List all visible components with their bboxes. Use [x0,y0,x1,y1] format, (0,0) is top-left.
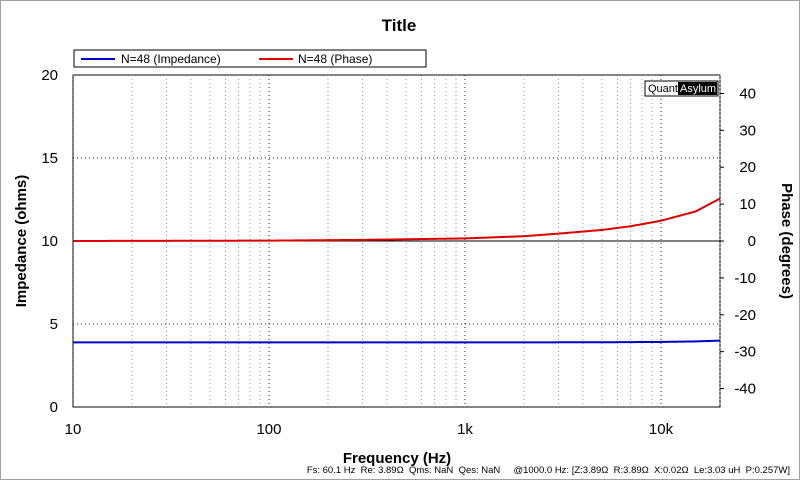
brand-quant: Quant [648,83,678,95]
brand-asylum-bg [678,82,717,95]
y-tick-label: 5 [50,316,58,333]
tick-labels: 10 100 1k 10k 0 5 10 15 20 -40 -30 -20 -10 0 10 20 30 40 [41,67,756,438]
y2-tick-label: 20 [739,159,756,176]
y-tick-label: 20 [41,67,58,84]
y2-tick-label: 0 [748,233,756,250]
y2-tick-label: -10 [734,270,756,287]
y2-tick-label: 10 [739,196,756,213]
y2-tick-label: -30 [734,344,756,361]
impedance-line [73,339,721,344]
legend: N=48 (Impedance) N=48 (Phase) [73,49,427,68]
legend-box [73,49,427,68]
status-bar: Fs: 60.1 Hz Re: 3.89Ω Qms: NaN Qes: NaN … [307,465,790,476]
x-tick-label: 10 [65,421,82,438]
phase-line [73,197,721,242]
brand-watermark: Quant Asylum [644,80,719,97]
x-tick-label: 10k [649,421,674,438]
chart-title: Title [382,16,417,35]
brand-asylum: Asylum [680,83,716,95]
y-tick-label: 15 [41,150,58,167]
y2-tick-label: 30 [739,122,756,139]
x-tick-label: 1k [457,421,473,438]
y2-axis-title: Phase (degrees) [778,183,795,299]
y-tick-label: 0 [50,399,58,416]
y2-tick-label: -20 [734,307,756,324]
x-axis-title: Frequency (Hz) [343,450,451,467]
y-tick-label: 10 [41,233,58,250]
series-layer [73,197,721,344]
legend-phase-label: N=48 (Phase) [298,52,372,66]
legend-impedance-label: N=48 (Impedance) [121,52,221,66]
y-axis-title: Impedance (ohms) [13,175,30,308]
x-tick-label: 100 [256,421,281,438]
y2-tick-label: 40 [739,85,756,102]
y2-tick-label: -40 [734,381,756,398]
